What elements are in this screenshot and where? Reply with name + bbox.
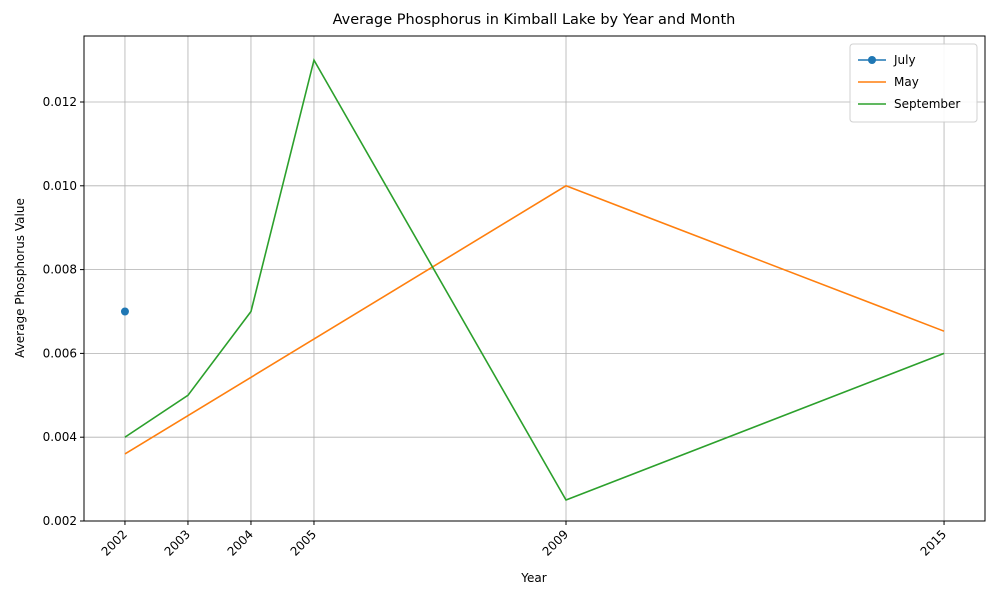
- y-axis-label: Average Phosphorus Value: [13, 198, 27, 358]
- y-tick-label: 0.008: [43, 263, 77, 277]
- legend-box: [849, 43, 978, 123]
- y-tick-label: 0.010: [43, 179, 77, 193]
- legend-marker: [868, 56, 876, 64]
- plot: [120, 57, 945, 502]
- y-tick-label: 0.012: [43, 95, 77, 109]
- series-marker: [120, 307, 129, 316]
- y-tick-label: 0.002: [43, 514, 77, 528]
- legend-label: July: [893, 53, 916, 67]
- y-tick-label: 0.004: [43, 430, 77, 444]
- legend-label: September: [894, 97, 960, 111]
- x-axis-label: Year: [520, 571, 546, 585]
- legend: July May September: [849, 43, 978, 123]
- series-line: [124, 184, 945, 455]
- chart-title: Average Phosphorus in Kimball Lake by Ye…: [333, 12, 736, 28]
- axes-frame: [83, 35, 986, 522]
- y-tick-label: 0.006: [43, 346, 77, 360]
- series-line: [124, 57, 945, 502]
- grid: [84, 36, 985, 522]
- legend-label: May: [894, 75, 919, 89]
